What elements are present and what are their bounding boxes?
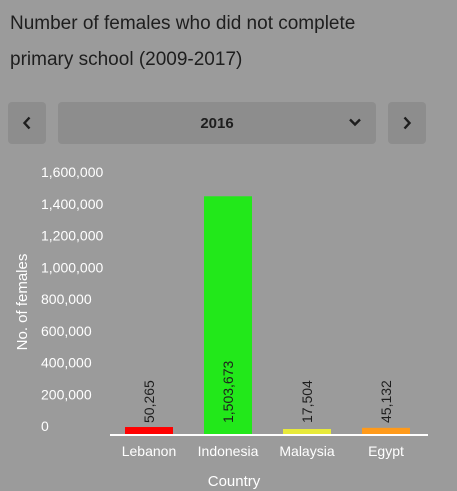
chart-title-line-1: Number of females who did not complete [10,13,356,34]
bar-egypt[interactable] [362,427,410,435]
data-label: 50,265 [141,380,157,423]
year-dropdown[interactable]: 2016 [58,102,376,144]
y-tick-label: 1,400,000 [41,196,103,212]
bar-lebanon[interactable] [125,427,173,435]
x-category-label: Lebanon [122,443,177,459]
y-tick-label: 0 [41,418,49,434]
data-label: 1,503,673 [220,361,236,423]
x-axis-title: Country [208,473,261,490]
y-tick-label: 1,200,000 [41,228,103,244]
y-tick-label: 1,000,000 [41,259,103,275]
chart-title: Number of females who did not complete p… [10,6,450,78]
y-tick-label: 600,000 [41,323,92,339]
y-tick-label: 200,000 [41,386,92,402]
x-category-label: Malaysia [279,443,334,459]
previous-year-button[interactable] [8,102,46,144]
selected-year: 2016 [200,114,234,132]
x-category-label: Egypt [368,443,404,459]
chevron-left-icon [22,116,31,130]
y-tick-label: 1,600,000 [41,164,103,180]
y-tick-label: 800,000 [41,291,92,307]
chevron-down-icon [349,118,361,127]
y-tick-label: 400,000 [41,355,92,371]
data-label: 17,504 [299,380,315,423]
bar-indonesia[interactable] [204,196,252,435]
chevron-right-icon [403,116,412,130]
y-axis-title: No. of females [14,254,31,351]
next-year-button[interactable] [388,102,426,144]
bar-malaysia[interactable] [283,429,331,435]
x-category-label: Indonesia [198,443,259,459]
chart-title-line-2: primary school (2009-2017) [10,49,243,70]
data-label: 45,132 [378,380,394,423]
